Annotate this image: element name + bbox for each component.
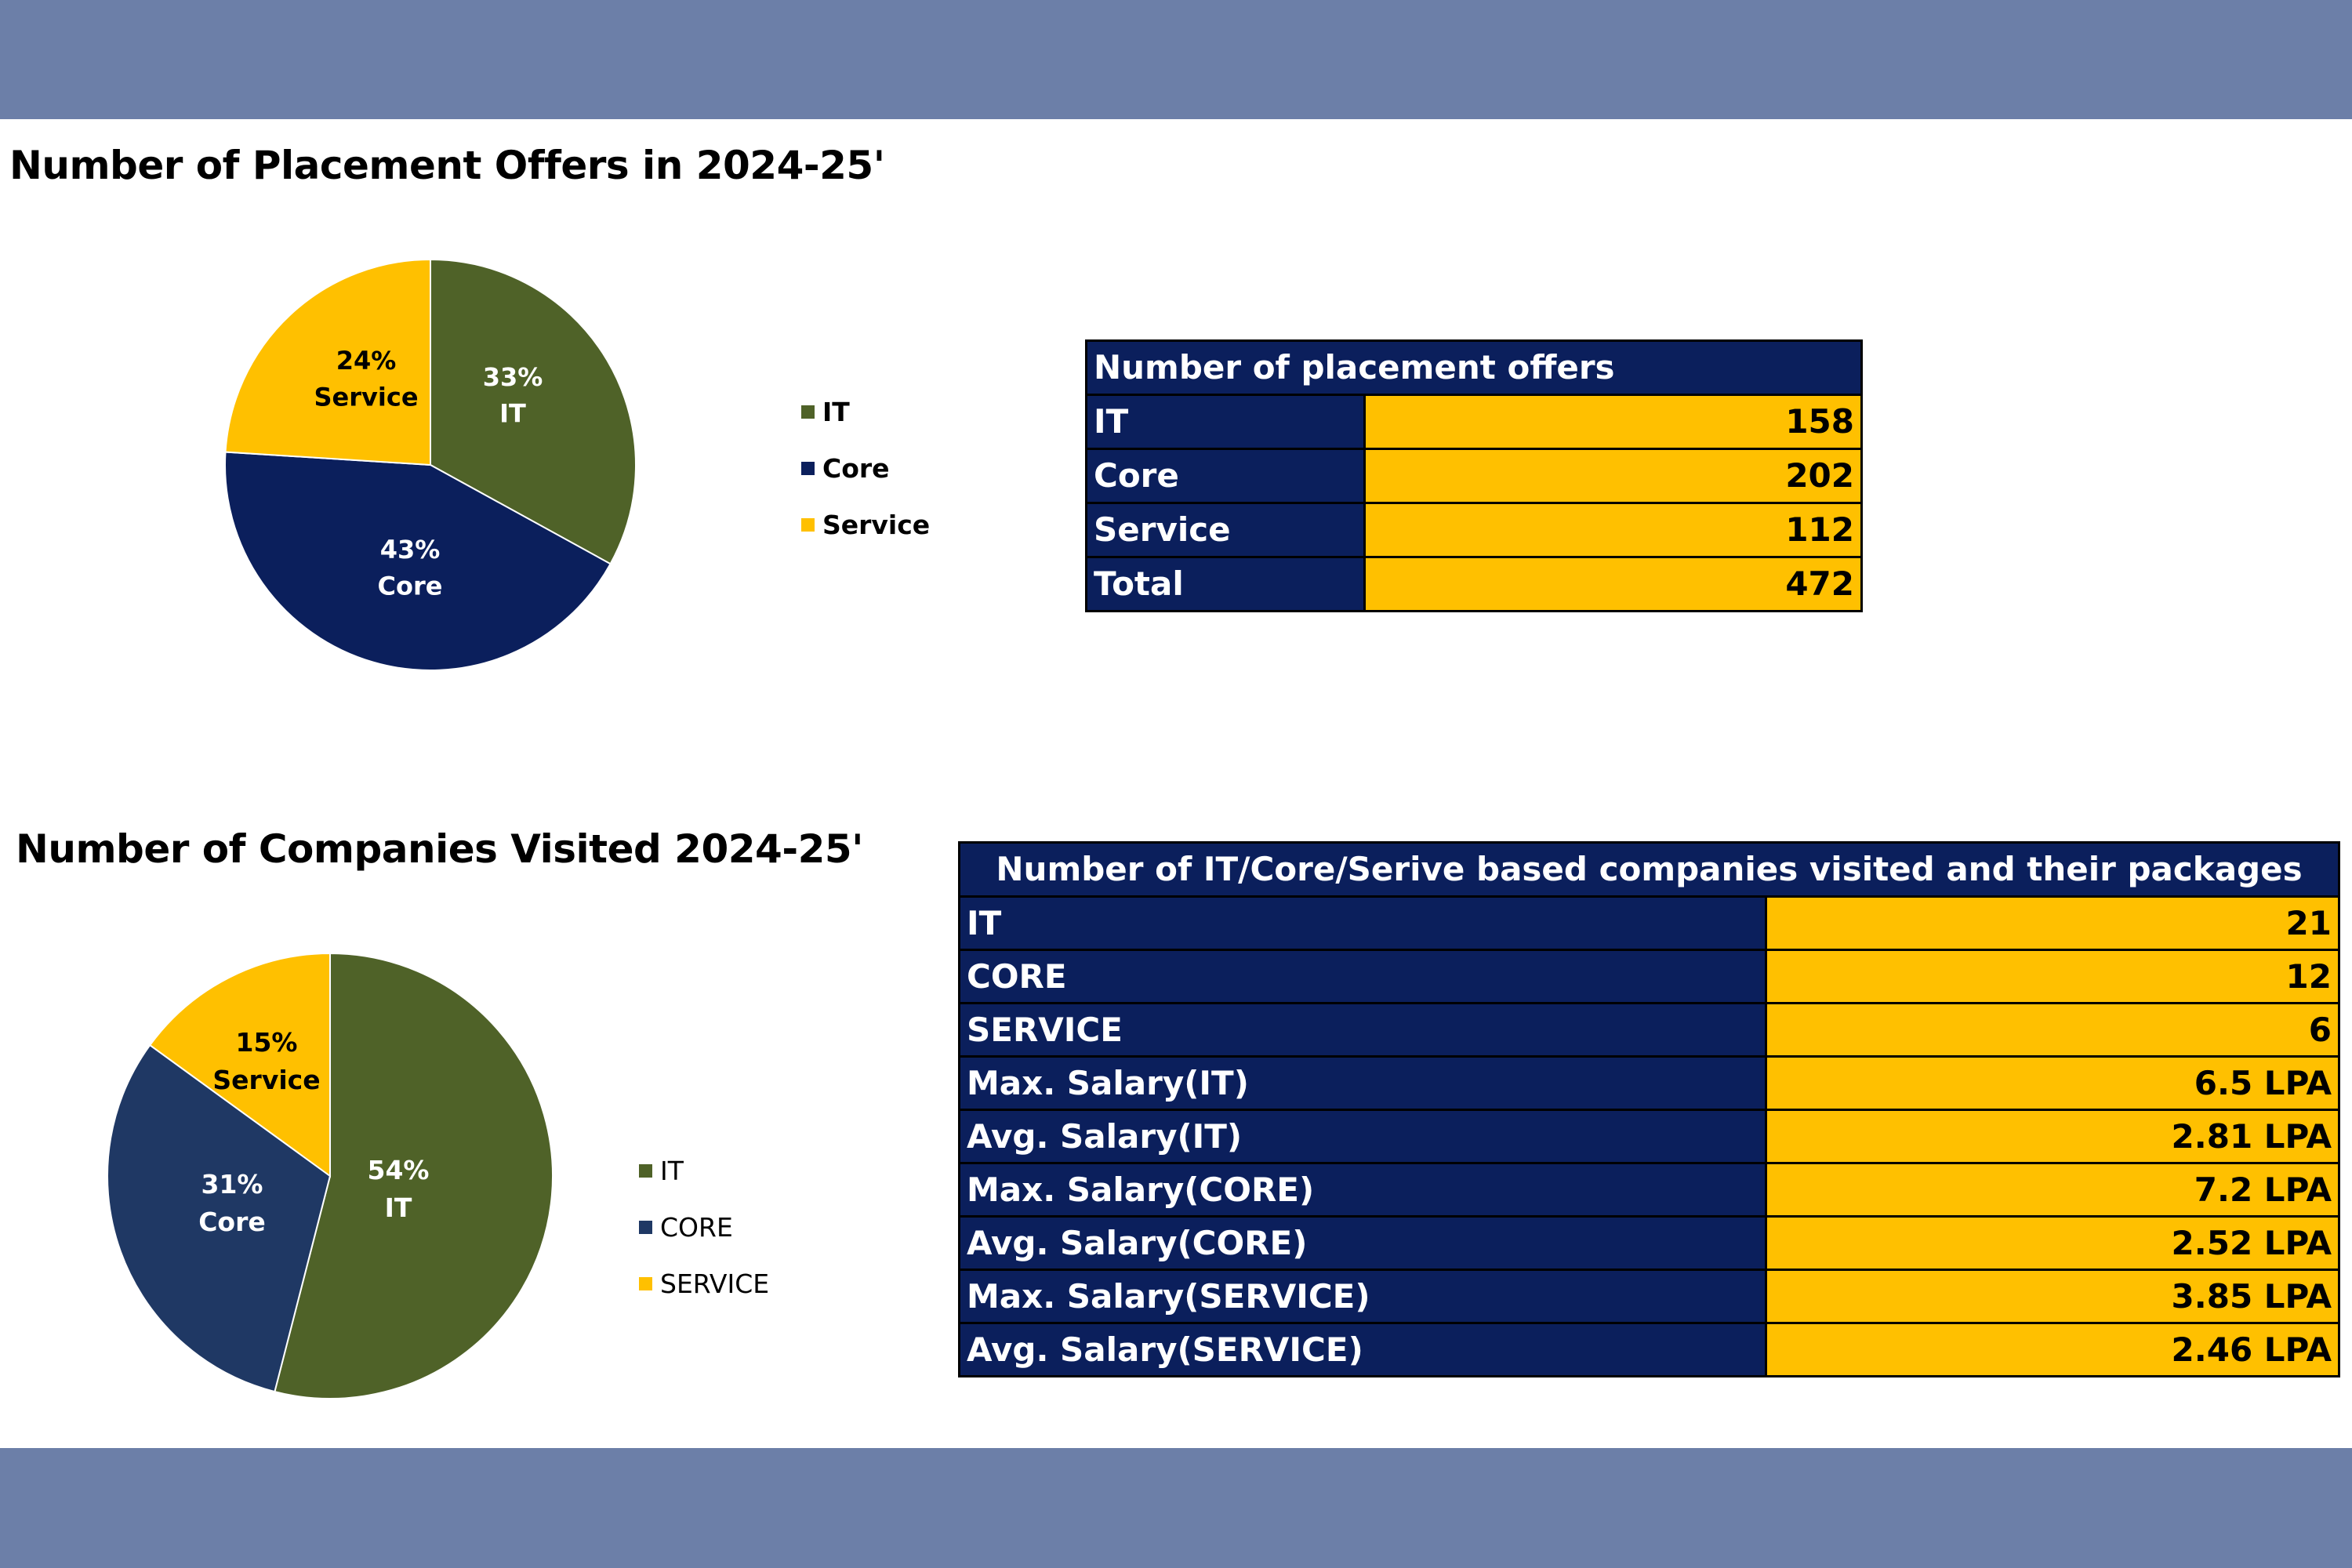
legend-label: Service [822, 509, 931, 540]
row-label: SERVICE [958, 1002, 1767, 1058]
table-row: Max. Salary(IT) 6.5 LPA [958, 1055, 2340, 1111]
row-value: 2.81 LPA [1765, 1109, 2340, 1164]
legend-label: Core [822, 452, 890, 484]
pie-category-label: Service [314, 382, 418, 412]
legend-swatch-service [801, 517, 815, 532]
legend-swatch-core [639, 1220, 652, 1234]
legend-swatch-it [639, 1163, 652, 1178]
row-label: Core [1085, 448, 1366, 504]
table-header: Number of IT/Core/Serive based companies… [958, 841, 2340, 898]
pie-category-label: IT [499, 398, 526, 428]
row-value: 21 [1765, 895, 2340, 951]
row-value: 158 [1363, 394, 1863, 450]
pie-slice-it [274, 952, 554, 1399]
table-row: IT 21 [958, 895, 2340, 951]
row-value: 472 [1363, 556, 1863, 612]
table-row: Core 202 [1085, 448, 1863, 504]
pie-data-label: 15% [236, 1027, 298, 1058]
legend-swatch-service [639, 1276, 652, 1290]
legend-swatch-it [801, 405, 815, 419]
table-row: IT 158 [1085, 394, 1863, 450]
legend-item-service: SERVICE [639, 1268, 769, 1299]
companies-visited-table: Number of IT/Core/Serive based companies… [958, 841, 2340, 1377]
row-value: 6 [1765, 1002, 2340, 1058]
pie-slice-core [224, 451, 612, 671]
table-row: Avg. Salary(IT) 2.81 LPA [958, 1109, 2340, 1164]
pie-category-label: Service [212, 1065, 320, 1095]
legend-item-it: IT [801, 396, 930, 427]
row-label: Avg. Salary(IT) [958, 1109, 1767, 1164]
table-row: SERVICE 6 [958, 1002, 2340, 1058]
legend-item-core: CORE [639, 1211, 769, 1243]
table-row: CORE 12 [958, 949, 2340, 1004]
pie-data-label: 24% [336, 346, 397, 376]
row-label: Max. Salary(SERVICE) [958, 1269, 1767, 1324]
pie-data-label: 31% [201, 1169, 263, 1200]
placement-offers-table: Number of placement offers IT 158 Core 202… [1085, 339, 1863, 612]
pie-slice-core [107, 1044, 332, 1393]
pie-data-label: 54% [368, 1155, 430, 1185]
table-row: Avg. Salary(CORE) 2.52 LPA [958, 1215, 2340, 1271]
legend-label: IT [822, 396, 850, 427]
legend-swatch-core [801, 461, 815, 475]
row-value: 6.5 LPA [1765, 1055, 2340, 1111]
pie-slice-it [430, 258, 637, 565]
row-label: Max. Salary(IT) [958, 1055, 1767, 1111]
row-value: 7.2 LPA [1765, 1162, 2340, 1218]
placement-offers-title: Number of Placement Offers in 2024-25' [9, 143, 885, 188]
top-banner [0, 0, 2352, 119]
table-header: Number of placement offers [1085, 339, 1863, 396]
table-row: Max. Salary(CORE) 7.2 LPA [958, 1162, 2340, 1218]
table-row: Service 112 [1085, 502, 1863, 558]
legend-label: CORE [660, 1211, 733, 1243]
row-label: CORE [958, 949, 1767, 1004]
row-label: Avg. Salary(SERVICE) [958, 1322, 1767, 1377]
pie-data-label: 33% [483, 362, 543, 392]
bottom-banner [0, 1448, 2352, 1568]
legend-item-it: IT [639, 1155, 769, 1186]
pie-slice-service [224, 258, 431, 466]
table-row: Avg. Salary(SERVICE) 2.46 LPA [958, 1322, 2340, 1377]
legend-label: IT [660, 1155, 684, 1186]
row-value: 2.52 LPA [1765, 1215, 2340, 1271]
row-value: 202 [1363, 448, 1863, 504]
placement-offers-legend: IT Core Service [801, 396, 930, 565]
row-value: 12 [1765, 949, 2340, 1004]
row-label: Max. Salary(CORE) [958, 1162, 1767, 1218]
row-label: Service [1085, 502, 1366, 558]
legend-item-core: Core [801, 452, 930, 484]
table-row: Max. Salary(SERVICE) 3.85 LPA [958, 1269, 2340, 1324]
pie-category-label: Core [198, 1207, 266, 1237]
companies-visited-title: Number of Companies Visited 2024-25' [16, 826, 863, 872]
legend-item-service: Service [801, 509, 930, 540]
pie-slice-service [148, 952, 331, 1178]
legend-label: SERVICE [660, 1268, 770, 1299]
pie-category-label: Core [378, 571, 443, 601]
pie-category-label: IT [385, 1192, 412, 1223]
row-label: Total [1085, 556, 1366, 612]
row-label: IT [1085, 394, 1366, 450]
companies-visited-legend: IT CORE SERVICE [639, 1155, 769, 1324]
row-label: Avg. Salary(CORE) [958, 1215, 1767, 1271]
pie-data-label: 43% [380, 535, 441, 564]
row-value: 112 [1363, 502, 1863, 558]
row-value: 2.46 LPA [1765, 1322, 2340, 1377]
row-label: IT [958, 895, 1767, 951]
table-row: Total 472 [1085, 556, 1863, 612]
row-value: 3.85 LPA [1765, 1269, 2340, 1324]
